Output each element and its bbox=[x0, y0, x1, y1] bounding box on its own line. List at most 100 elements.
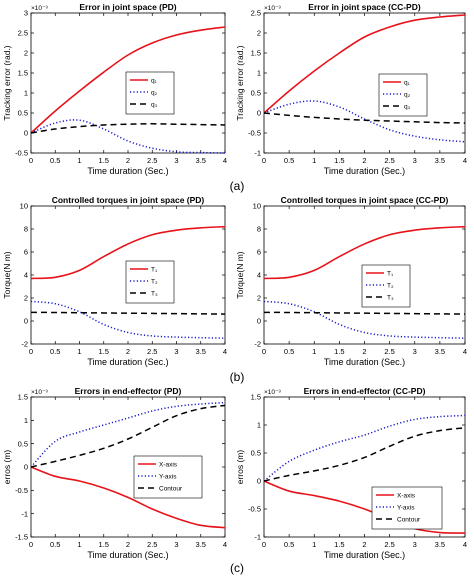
x-tick-label: 1.5 bbox=[334, 156, 344, 165]
y-tick-label: 0.5 bbox=[251, 89, 261, 98]
y-tick-label: -1 bbox=[254, 149, 261, 158]
y-tick-label: 0 bbox=[257, 109, 261, 118]
y-tick-label: 0.5 bbox=[18, 109, 28, 118]
legend-box bbox=[125, 71, 175, 115]
chart-1: 0 0.5 1 1.5 2 2.5 3 3.5 4 -1 -0.5 0 0.5 1 1.5 2 2.5 Error… bbox=[235, 2, 467, 176]
y-tick-label: 1.5 bbox=[18, 69, 28, 78]
x-tick-label: 1 bbox=[77, 156, 81, 165]
legend-label: q₁ bbox=[151, 78, 158, 85]
x-tick-label: 2 bbox=[362, 156, 366, 165]
x-tick-label: 1.5 bbox=[99, 156, 109, 165]
x-tick-label: 1 bbox=[77, 347, 81, 356]
y-exponent-label: ×10⁻³ bbox=[264, 389, 281, 396]
x-tick-label: 2 bbox=[126, 156, 130, 165]
x-tick-label: 4 bbox=[463, 347, 467, 356]
y-tick-label: 1.5 bbox=[251, 393, 261, 402]
y-tick-label: 8 bbox=[24, 225, 28, 234]
caption-c: (c) bbox=[230, 561, 244, 575]
legend-label: T₁ bbox=[151, 267, 158, 274]
legend: q₁ q₂ q₃ bbox=[378, 73, 428, 117]
legend: X-axis Y-axis Contour bbox=[371, 486, 443, 530]
x-tick-label: 3 bbox=[413, 156, 417, 165]
x-tick-label: 0.5 bbox=[50, 540, 60, 549]
x-tick-label: 0 bbox=[262, 540, 266, 549]
series-line-2 bbox=[30, 404, 226, 468]
legend-box bbox=[371, 486, 443, 530]
legend-label: q₃ bbox=[151, 102, 158, 109]
x-tick-label: 1.5 bbox=[99, 347, 109, 356]
y-tick-label: 3 bbox=[24, 9, 28, 18]
x-tick-label: 4 bbox=[223, 156, 227, 165]
x-tick-label: 1 bbox=[77, 540, 81, 549]
x-tick-label: 1 bbox=[312, 156, 316, 165]
chart-title: Controlled torques in joint space (PD) bbox=[52, 195, 205, 205]
series-line-0 bbox=[263, 225, 466, 280]
legend: X-axis Y-axis Contour bbox=[133, 455, 203, 499]
legend-label: q₁ bbox=[404, 80, 411, 87]
plot-frame bbox=[263, 12, 466, 154]
chart-4: 0 0.5 1 1.5 2 2.5 3 3.5 4 -1.5 -1 -0.5 0 0.5 1 1.5 Error… bbox=[2, 386, 227, 560]
x-tick-label: 1.5 bbox=[99, 540, 109, 549]
y-tick-label: 1.5 bbox=[251, 49, 261, 58]
y-tick-label: 10 bbox=[20, 202, 28, 211]
legend-label: q₂ bbox=[151, 90, 158, 97]
x-tick-label: 4 bbox=[463, 156, 467, 165]
x-tick-label: 0.5 bbox=[284, 540, 294, 549]
y-axis-label: erros (m) bbox=[2, 450, 12, 485]
x-tick-label: 3.5 bbox=[196, 540, 206, 549]
y-tick-label: 4 bbox=[24, 271, 28, 280]
x-tick-label: 2.5 bbox=[384, 540, 394, 549]
x-tick-label: 4 bbox=[463, 540, 467, 549]
y-tick-label: 0 bbox=[24, 129, 28, 138]
x-tick-label: 0 bbox=[262, 347, 266, 356]
y-tick-label: 1 bbox=[24, 416, 28, 425]
x-tick-label: 2 bbox=[126, 540, 130, 549]
x-tick-label: 2.5 bbox=[147, 156, 157, 165]
x-tick-label: 3.5 bbox=[196, 156, 206, 165]
x-axis-label: Time duration (Sec.) bbox=[324, 166, 405, 176]
y-tick-label: 0.5 bbox=[251, 449, 261, 458]
x-tick-label: 3.5 bbox=[435, 540, 445, 549]
series-line-2 bbox=[263, 427, 466, 482]
x-tick-label: 3.5 bbox=[196, 347, 206, 356]
x-axis-label: Time duration (Sec.) bbox=[324, 357, 405, 367]
y-tick-label: -0.5 bbox=[15, 149, 28, 158]
series-line-1 bbox=[30, 119, 226, 154]
x-tick-label: 2 bbox=[126, 347, 130, 356]
x-tick-label: 0.5 bbox=[50, 156, 60, 165]
caption-a: (a) bbox=[230, 179, 245, 193]
x-axis-label: Time duration (Sec.) bbox=[324, 550, 405, 560]
series-line-0 bbox=[263, 14, 466, 114]
y-axis-label: Tracking error (rad.) bbox=[2, 45, 12, 120]
legend-label: T₂ bbox=[151, 279, 158, 286]
x-tick-label: 0.5 bbox=[284, 347, 294, 356]
x-axis-label: Time duration (Sec.) bbox=[87, 357, 168, 367]
y-axis-label: Tracking error (rad.) bbox=[235, 45, 245, 120]
y-tick-label: 0 bbox=[257, 477, 261, 486]
y-tick-label: 2 bbox=[24, 49, 28, 58]
y-tick-label: -0.5 bbox=[248, 129, 261, 138]
legend-label: T₃ bbox=[151, 291, 158, 298]
series-line-1 bbox=[263, 100, 466, 143]
y-tick-label: 6 bbox=[257, 248, 261, 257]
legend: q₁ q₂ q₃ bbox=[125, 71, 175, 115]
y-tick-label: -0.5 bbox=[248, 505, 261, 514]
y-tick-label: 6 bbox=[24, 248, 28, 257]
y-tick-label: 1 bbox=[257, 69, 261, 78]
y-tick-label: 0 bbox=[257, 317, 261, 326]
y-tick-label: 2 bbox=[24, 294, 28, 303]
chart-title: Errors in end-effector (PD) bbox=[75, 386, 182, 396]
chart-title: Controlled torques in joint space (CC-PD… bbox=[281, 195, 449, 205]
x-tick-label: 0.5 bbox=[50, 347, 60, 356]
x-tick-label: 0.5 bbox=[284, 156, 294, 165]
chart-title: Error in joint space (CC-PD) bbox=[308, 2, 421, 12]
y-tick-label: 0 bbox=[24, 317, 28, 326]
x-tick-label: 2.5 bbox=[384, 347, 394, 356]
y-tick-label: -1 bbox=[21, 509, 28, 518]
x-tick-label: 2.5 bbox=[147, 347, 157, 356]
series-line-0 bbox=[30, 26, 226, 134]
y-exponent-label: ×10⁻³ bbox=[31, 5, 48, 12]
legend-box bbox=[378, 73, 428, 117]
series-line-1 bbox=[30, 300, 226, 339]
